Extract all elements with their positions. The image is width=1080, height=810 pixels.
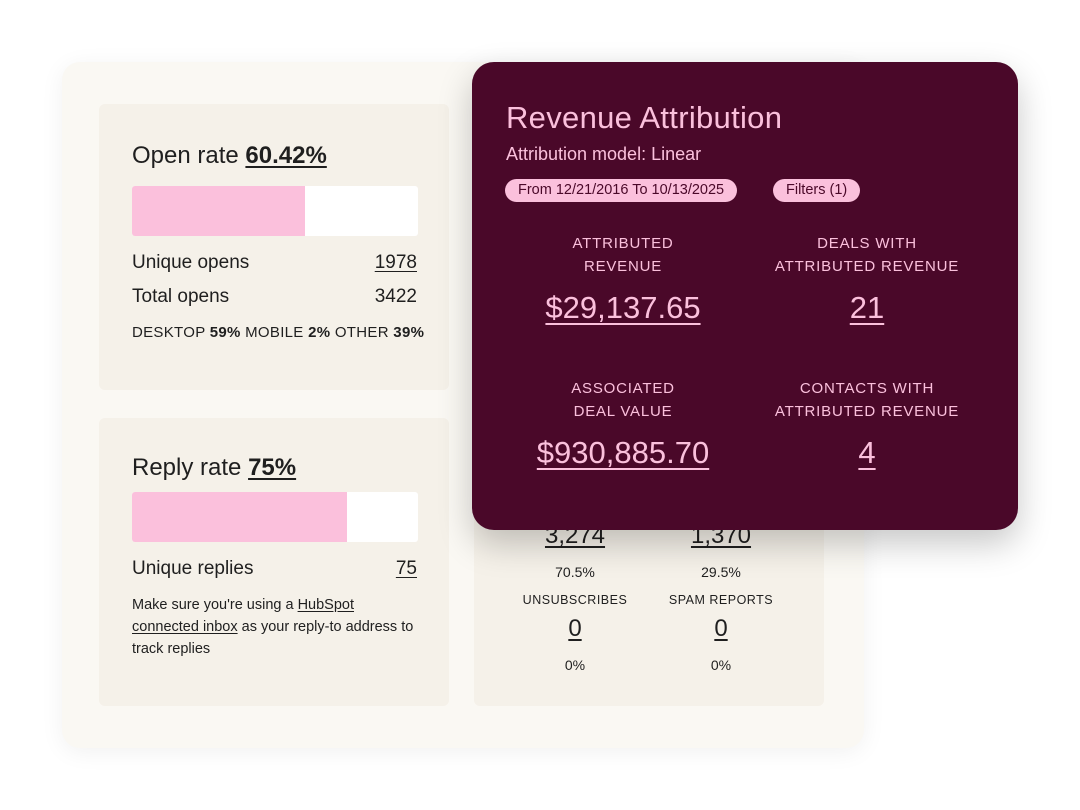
unique-replies-row: Unique replies 75	[132, 558, 417, 580]
attributed-revenue-value[interactable]: $29,137.65	[545, 290, 701, 325]
open-rate-value[interactable]: 60.42%	[245, 142, 327, 169]
open-rate-title: Open rate 60.42%	[132, 142, 327, 170]
revenue-attribution-card: Revenue Attribution Attribution model: L…	[472, 62, 1018, 530]
reply-rate-label: Reply rate	[132, 454, 242, 481]
filters-button[interactable]: Filters (1)	[773, 179, 861, 202]
unsubscribes-value[interactable]: 0	[568, 615, 582, 642]
stat-2-percent: 29.5%	[701, 564, 741, 580]
other-label: OTHER	[334, 324, 389, 341]
reply-tracking-note: Make sure you're using a HubSpot connect…	[132, 594, 422, 660]
unique-replies-value[interactable]: 75	[395, 558, 417, 579]
spam-reports-value[interactable]: 0	[714, 615, 728, 642]
note-text-start: Make sure you're using a	[132, 597, 298, 613]
total-opens-value: 3422	[374, 286, 417, 307]
mobile-value: 2%	[308, 324, 331, 341]
open-rate-bar-fill	[132, 186, 305, 236]
stat-2: 1,370 29.5%	[641, 522, 801, 580]
deals-label: DEALS WITH ATTRIBUTED REVENUE	[774, 235, 960, 275]
associated-deal-metric: ASSOCIATED DEAL VALUE $930,885.70	[498, 377, 748, 471]
revenue-title: Revenue Attribution	[506, 100, 783, 135]
device-breakdown: DESKTOP 59% MOBILE 2% OTHER 39%	[132, 324, 424, 341]
unique-opens-label: Unique opens	[132, 252, 250, 273]
contacts-value[interactable]: 4	[858, 435, 876, 470]
reply-rate-card: Reply rate 75% Unique replies 75 Make su…	[99, 418, 449, 706]
associated-deal-value[interactable]: $930,885.70	[536, 435, 710, 470]
spam-reports-label: SPAM REPORTS	[668, 593, 774, 607]
reply-rate-title: Reply rate 75%	[132, 454, 296, 482]
associated-deal-label: ASSOCIATED DEAL VALUE	[571, 380, 675, 420]
total-opens-label: Total opens	[132, 286, 230, 307]
unique-opens-row: Unique opens 1978	[132, 252, 417, 274]
open-rate-card: Open rate 60.42% Unique opens 1978 Total…	[99, 104, 449, 390]
total-opens-row: Total opens 3422	[132, 286, 417, 308]
note-text-end: as your reply-to address to track replie…	[132, 619, 414, 657]
attributed-revenue-metric: ATTRIBUTED REVENUE $29,137.65	[498, 232, 748, 326]
open-rate-bar	[132, 186, 418, 236]
spam-reports-percent: 0%	[710, 657, 732, 673]
reply-rate-value[interactable]: 75%	[248, 454, 297, 481]
date-range-filter[interactable]: From 12/21/2016 To 10/13/2025	[505, 179, 738, 202]
deals-value[interactable]: 21	[849, 290, 885, 325]
attributed-revenue-label: ATTRIBUTED REVENUE	[572, 235, 674, 275]
desktop-value: 59%	[209, 324, 241, 341]
deals-metric: DEALS WITH ATTRIBUTED REVENUE 21	[742, 232, 992, 326]
contacts-label: CONTACTS WITH ATTRIBUTED REVENUE	[774, 380, 960, 420]
attribution-model: Attribution model: Linear	[506, 144, 702, 164]
open-rate-label: Open rate	[132, 142, 239, 169]
mobile-label: MOBILE	[245, 324, 304, 341]
unsubscribes-label: UNSUBSCRIBES	[522, 593, 628, 607]
unique-opens-value[interactable]: 1978	[374, 252, 417, 273]
unsubscribes-percent: 0%	[564, 657, 586, 673]
spam-reports-stat: SPAM REPORTS 0 0%	[641, 593, 801, 673]
stat-1: 3,274 70.5%	[495, 522, 655, 580]
unsubscribes-stat: UNSUBSCRIBES 0 0%	[495, 593, 655, 673]
reply-rate-bar	[132, 492, 418, 542]
contacts-metric: CONTACTS WITH ATTRIBUTED REVENUE 4	[742, 377, 992, 471]
unique-replies-label: Unique replies	[132, 558, 254, 579]
stat-1-percent: 70.5%	[555, 564, 595, 580]
desktop-label: DESKTOP	[132, 324, 206, 341]
other-value: 39%	[393, 324, 425, 341]
hubspot-inbox-link[interactable]: HubSpot connected inbox	[132, 597, 355, 635]
reply-rate-bar-fill	[132, 492, 347, 542]
